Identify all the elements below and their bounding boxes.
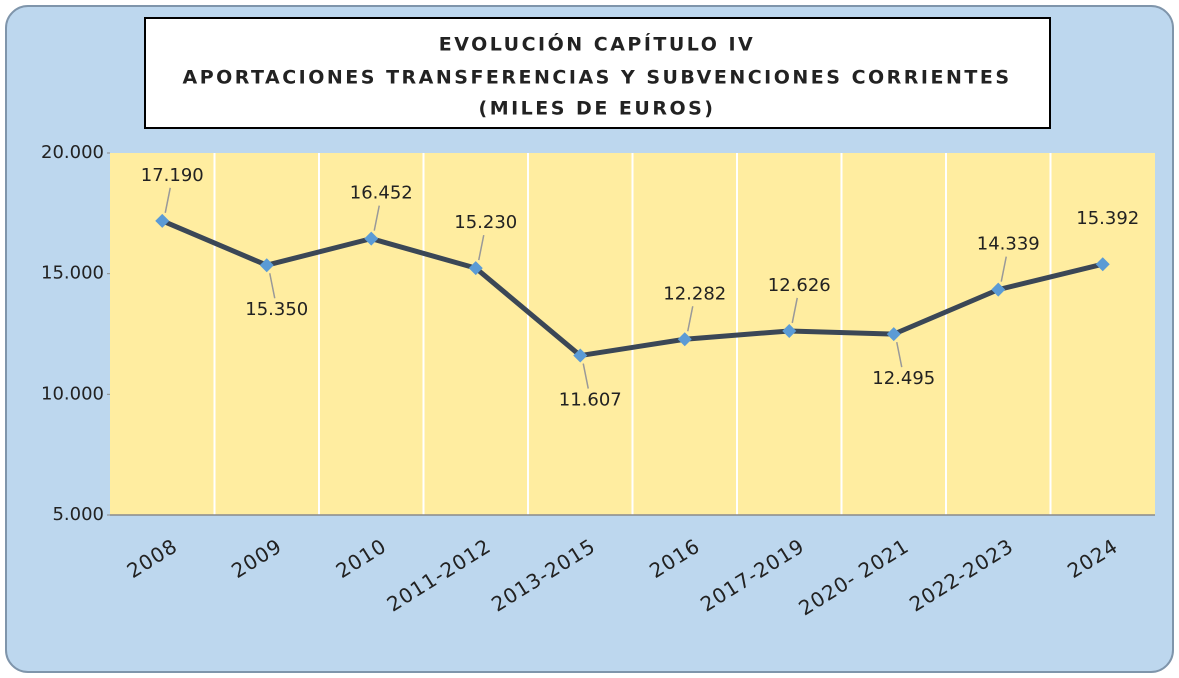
chart-title: APORTACIONES TRANSFERENCIAS Y SUBVENCION… [182, 67, 1011, 89]
title-box [144, 17, 1051, 129]
marker [155, 213, 170, 228]
data-label: 12.495 [872, 368, 935, 389]
leader-line [269, 273, 276, 299]
marker [991, 282, 1006, 297]
chart-title: EVOLUCIÓN CAPÍTULO IV [439, 32, 756, 56]
data-label: 12.626 [768, 275, 831, 296]
leader-line [1000, 256, 1007, 282]
data-label: 15.392 [1076, 208, 1139, 229]
data-label: 15.350 [245, 299, 308, 320]
y-tick-label: 10.000 [41, 383, 104, 404]
marker [468, 261, 483, 276]
data-label: 17.190 [141, 165, 204, 186]
leader-line [478, 234, 485, 261]
marker [259, 258, 274, 273]
marker [364, 231, 379, 246]
marker [1095, 257, 1110, 272]
data-label: 16.452 [350, 183, 413, 204]
marker [677, 332, 692, 347]
data-label: 11.607 [559, 390, 622, 411]
y-tick-label: 15.000 [41, 263, 104, 284]
data-label: 12.282 [663, 283, 726, 304]
leader-line [373, 205, 380, 231]
marker [886, 327, 901, 342]
leader-line [791, 297, 798, 324]
y-tick-label: 20.000 [41, 142, 104, 163]
marker [573, 348, 588, 363]
line [161, 218, 1104, 359]
data-label: 14.339 [977, 234, 1040, 255]
data-label: 15.230 [454, 212, 517, 233]
leader-line [164, 187, 171, 213]
chart-title: (MILES DE EUROS) [479, 98, 716, 120]
leader-line [582, 363, 589, 389]
y-tick-label: 5.000 [52, 504, 104, 525]
leader-line [896, 341, 903, 368]
marker [782, 323, 797, 338]
leader-line [687, 306, 694, 332]
